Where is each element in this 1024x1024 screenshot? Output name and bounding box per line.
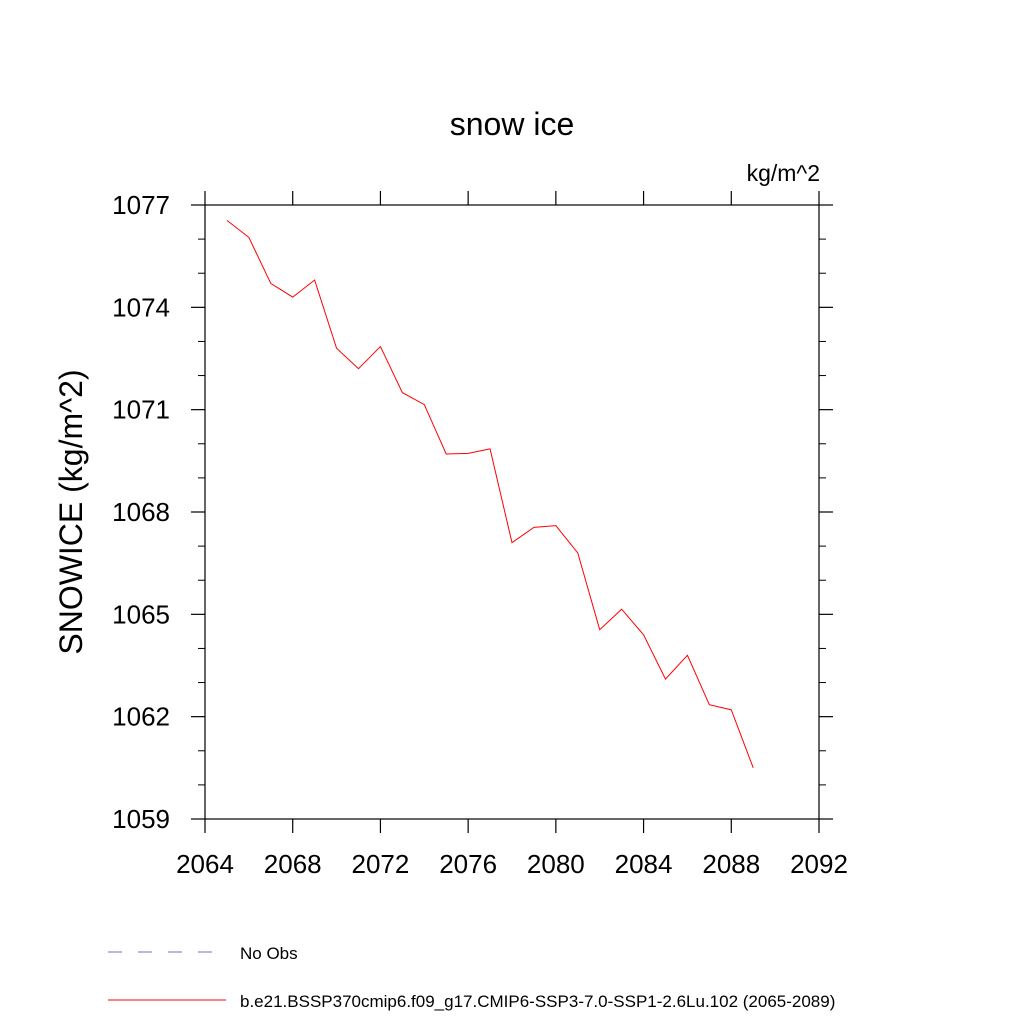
x-tick-label: 2088: [702, 849, 760, 879]
series-lines: [226, 219, 754, 769]
y-axis-label: SNOWICE (kg/m^2): [53, 369, 89, 654]
plot-frame: [204, 204, 820, 820]
series-line-1: [226, 219, 754, 769]
y-tick-label: 1065: [112, 599, 170, 629]
y-tick-label: 1059: [112, 804, 170, 834]
x-tick-label: 2092: [790, 849, 848, 879]
x-tick-label: 2072: [352, 849, 410, 879]
y-tick-label: 1071: [112, 395, 170, 425]
x-tick-label: 2084: [615, 849, 673, 879]
units-label: kg/m^2: [747, 160, 820, 186]
x-tick-label: 2064: [176, 849, 234, 879]
y-tick-label: 1074: [112, 292, 170, 322]
chart-title: snow ice: [450, 106, 575, 142]
x-tick-label: 2080: [527, 849, 585, 879]
y-tick-label: 1077: [112, 190, 170, 220]
axis-ticks: [191, 191, 833, 833]
x-tick-label: 2076: [439, 849, 497, 879]
legend-label-0: No Obs: [240, 944, 298, 963]
legend: No Obs b.e21.BSSP370cmip6.f09_g17.CMIP6-S…: [108, 944, 835, 1011]
y-tick-label: 1062: [112, 702, 170, 732]
x-tick-label: 2068: [264, 849, 322, 879]
y-tick-label: 1068: [112, 497, 170, 527]
legend-label-1: b.e21.BSSP370cmip6.f09_g17.CMIP6-SSP3-7.…: [240, 992, 835, 1011]
axis-tick-labels: 2064 2068 2072 2076 2080 2084 2088 2092 1059 1062…: [112, 190, 848, 879]
